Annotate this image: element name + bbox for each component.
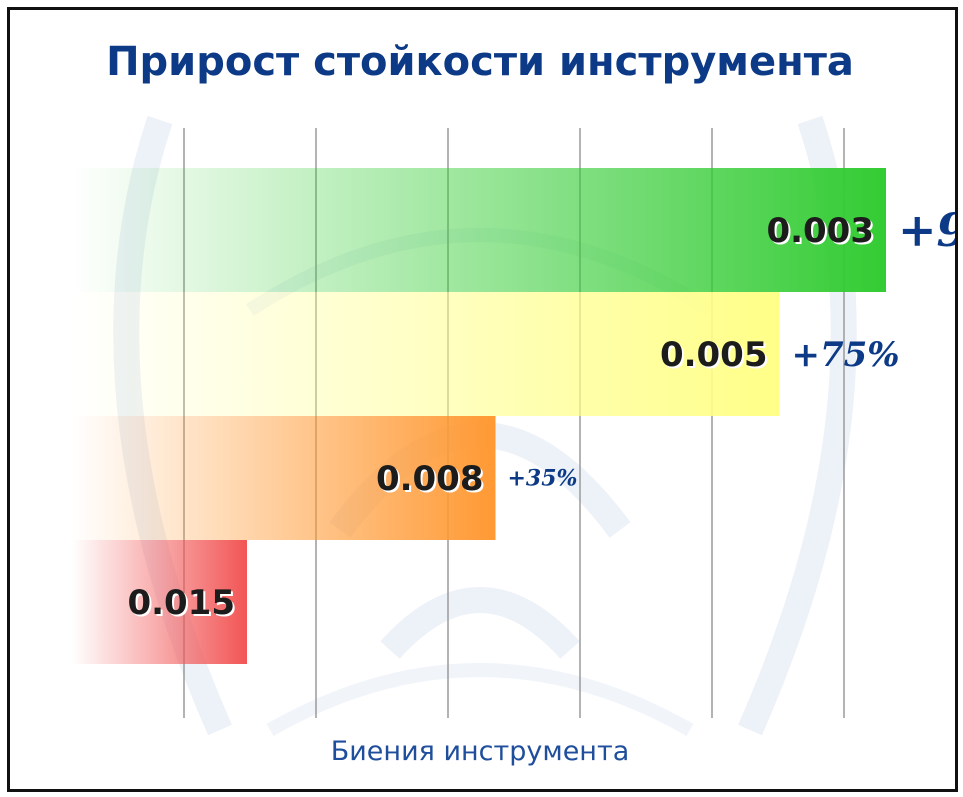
bar-0.008 <box>72 416 496 540</box>
bar-0.005 <box>72 292 780 416</box>
bar-value-label: 0.015 <box>127 583 235 623</box>
bars <box>72 168 886 664</box>
bar-value-label: 0.003 <box>766 211 874 251</box>
bar-value-shadow: 0.003 <box>768 213 876 253</box>
chart-frame: Прирост стойкости инструмента 0.003 0.003… <box>7 7 958 792</box>
bar-value-shadow: 0.015 <box>129 585 237 625</box>
bar-labels: 0.0030.003+90%0.0050.005+75%0.0080.008+3… <box>127 203 955 625</box>
x-axis-label: Биения инструмента <box>331 736 630 767</box>
bar-value-shadow: 0.005 <box>662 337 770 377</box>
bar-0.003 <box>72 168 886 292</box>
bar-value-label: 0.005 <box>660 335 768 375</box>
gain-annotation: +90% <box>898 203 955 257</box>
bar-chart: Прирост стойкости инструмента 0.0030.003… <box>72 39 955 767</box>
gain-annotation: +35% <box>508 466 578 492</box>
bar-0.015 <box>72 540 247 664</box>
chart-title: Прирост стойкости инструмента <box>106 39 854 85</box>
gain-annotation: +75% <box>792 335 900 375</box>
bar-value-label: 0.008 <box>376 459 484 499</box>
bar-value-shadow: 0.008 <box>378 461 486 501</box>
